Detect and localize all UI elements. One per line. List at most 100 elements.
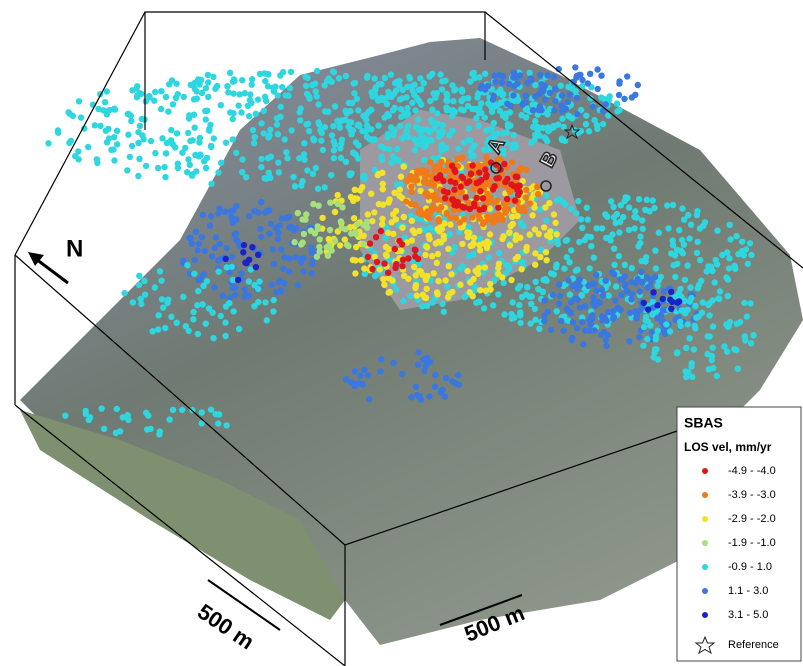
point [635, 82, 641, 88]
point [464, 268, 470, 274]
point [537, 72, 543, 78]
point [565, 307, 571, 313]
point [540, 88, 546, 94]
point [445, 294, 451, 300]
point [527, 231, 533, 237]
point [300, 268, 306, 274]
point [507, 109, 513, 115]
point [579, 225, 585, 231]
point [315, 101, 321, 107]
point [506, 81, 512, 87]
point [160, 305, 166, 311]
point [376, 96, 382, 102]
point [111, 134, 117, 140]
point [393, 208, 399, 214]
point [233, 150, 239, 156]
point [155, 326, 161, 332]
point [543, 192, 549, 198]
point [710, 345, 716, 351]
point [303, 83, 309, 89]
point [543, 257, 549, 263]
point [427, 128, 433, 134]
point [138, 301, 144, 307]
point [438, 204, 444, 210]
point [655, 328, 661, 334]
point [554, 308, 560, 314]
point [392, 246, 398, 252]
point [413, 124, 419, 130]
point [367, 136, 373, 142]
point [246, 213, 252, 219]
point [686, 235, 692, 241]
point [692, 323, 698, 329]
point [330, 123, 336, 129]
point [346, 100, 352, 106]
point [637, 233, 643, 239]
point [229, 285, 235, 291]
point [105, 126, 111, 132]
point [380, 276, 386, 282]
point [706, 300, 712, 306]
point [591, 327, 597, 333]
point [561, 266, 567, 272]
point [705, 263, 711, 269]
point [508, 223, 514, 229]
point [517, 206, 523, 212]
point [482, 264, 488, 270]
point [540, 289, 546, 295]
point [265, 155, 271, 161]
point [698, 278, 704, 284]
point [405, 177, 411, 183]
legend-swatch [702, 588, 708, 594]
point [637, 240, 643, 246]
point [438, 239, 444, 245]
point [354, 195, 360, 201]
point [270, 246, 276, 252]
point [616, 253, 622, 259]
point [435, 278, 441, 284]
point [550, 292, 556, 298]
point [639, 217, 645, 223]
point [114, 141, 120, 147]
point [424, 190, 430, 196]
point [446, 263, 452, 269]
point [186, 112, 192, 118]
point [155, 165, 161, 171]
point [384, 101, 390, 107]
point [682, 310, 688, 316]
point [458, 184, 464, 190]
point [668, 306, 674, 312]
point [471, 235, 477, 241]
point [196, 277, 202, 283]
point [217, 241, 223, 247]
point [529, 212, 535, 218]
point [291, 227, 297, 233]
point [354, 96, 360, 102]
point [626, 204, 632, 210]
point [524, 244, 530, 250]
point [594, 66, 600, 72]
point [570, 283, 576, 289]
legend: SBAS LOS vel, mm/yr Reference -4.9 - -4.… [677, 407, 801, 661]
point [317, 236, 323, 242]
point [262, 78, 268, 84]
point [275, 131, 281, 137]
point [163, 150, 169, 156]
point [414, 95, 420, 101]
point [568, 247, 574, 253]
point [448, 215, 454, 221]
point [700, 299, 706, 305]
point [365, 211, 371, 217]
point [353, 231, 359, 237]
point [691, 346, 697, 352]
point [239, 169, 245, 175]
point [399, 371, 405, 377]
point [637, 288, 643, 294]
point [520, 223, 526, 229]
point [712, 279, 718, 285]
point [491, 120, 497, 126]
point [585, 283, 591, 289]
point [580, 341, 586, 347]
point [653, 336, 659, 342]
point [685, 212, 691, 218]
